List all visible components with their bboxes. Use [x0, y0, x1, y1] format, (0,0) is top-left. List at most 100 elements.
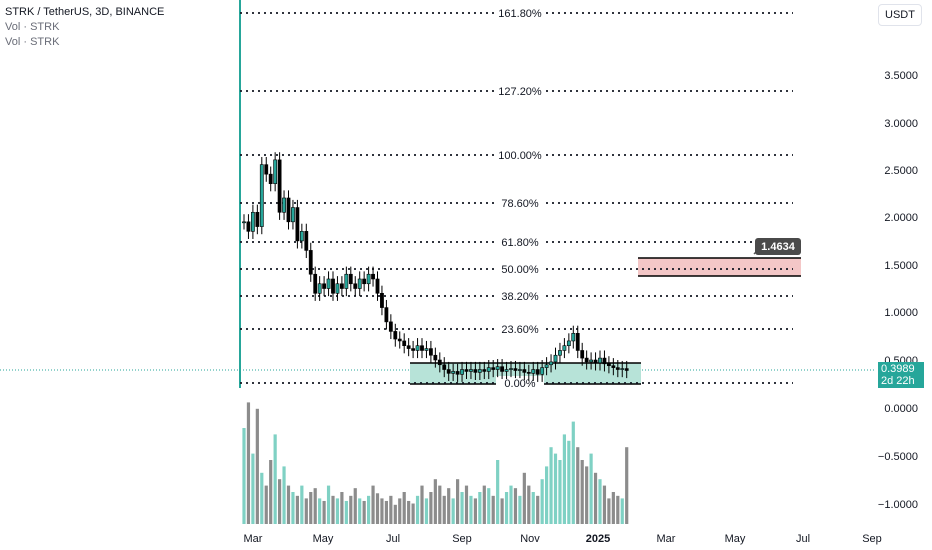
candle-body: [402, 340, 407, 347]
time-tick: Mar: [244, 533, 263, 545]
fib-label: 23.60%: [501, 324, 539, 336]
time-tick: Sep: [862, 533, 882, 545]
candle-body: [486, 367, 491, 372]
fib-label-bg: [496, 289, 544, 303]
candle-body: [282, 197, 286, 213]
symbol-title[interactable]: STRK / TetherUS, 3D, BINANCE: [5, 6, 165, 18]
volume-bar: [415, 495, 420, 524]
candle-body: [464, 369, 469, 372]
volume-bar: [442, 495, 446, 524]
candle-body: [451, 371, 456, 374]
volume-bar: [242, 428, 246, 524]
volume-bar: [402, 492, 406, 524]
candle-body: [295, 207, 300, 242]
candle-body: [549, 361, 553, 366]
volume-bar: [269, 460, 273, 524]
bar-countdown: 2d 22h: [881, 375, 915, 387]
candle-body: [291, 207, 295, 223]
candle-body: [299, 231, 304, 242]
fib-label-bg: [496, 376, 544, 390]
volume-bar: [407, 500, 411, 524]
candle-body: [598, 357, 602, 364]
volume-bar: [509, 485, 513, 524]
candle-body: [566, 340, 571, 347]
time-tick: May: [725, 533, 746, 545]
candle-body: [477, 369, 482, 373]
volume-bar: [318, 498, 322, 524]
candle-body: [526, 372, 531, 374]
support-zone: [410, 363, 641, 384]
volume-bar: [438, 485, 442, 524]
candle-body: [380, 292, 384, 308]
volume-bar: [585, 466, 589, 524]
candle-body: [242, 221, 246, 224]
candle-body: [255, 211, 260, 227]
candle-body: [580, 350, 585, 359]
candle-body: [415, 345, 420, 351]
candle-body: [540, 367, 545, 375]
candle-body: [473, 369, 478, 373]
fib-label-bg: [496, 148, 544, 162]
fib-label: 38.20%: [501, 291, 539, 303]
volume-bar: [500, 498, 504, 524]
volume-bar: [331, 495, 335, 524]
volume-bar: [536, 495, 540, 524]
fib-label-bg: [496, 322, 544, 336]
volume-bar: [295, 495, 299, 524]
candle-body: [624, 368, 629, 371]
volume-bar: [335, 498, 340, 524]
volume-bar: [255, 408, 259, 524]
volume-bar: [264, 485, 268, 524]
candle-body: [411, 348, 416, 351]
volume-bar: [304, 498, 308, 524]
candle-body: [460, 369, 464, 375]
volume-bar: [540, 479, 544, 524]
price-tick: 3.0000: [884, 118, 918, 130]
candle-body: [366, 273, 371, 285]
fib-label-bg: [496, 262, 544, 276]
candle-body: [362, 278, 367, 285]
volume-bar: [567, 440, 571, 524]
candle-body: [558, 350, 562, 356]
candle-body: [437, 359, 442, 366]
volume-bar: [571, 421, 575, 524]
volume-tick: 0.0000: [884, 403, 918, 415]
candle-body: [357, 278, 362, 289]
volume-indicator-label-2[interactable]: Vol · STRK: [5, 36, 60, 48]
volume-bar: [522, 472, 526, 524]
volume-bar: [580, 460, 584, 524]
volume-bar: [491, 495, 495, 524]
volume-bar: [300, 485, 304, 524]
volume-bar: [611, 492, 615, 524]
volume-bar: [607, 498, 611, 524]
volume-bar: [260, 472, 264, 524]
candle-body: [442, 364, 447, 370]
volume-bar: [420, 485, 424, 524]
volume-bar: [620, 498, 624, 524]
candle-body: [522, 369, 527, 373]
volume-bar: [429, 492, 433, 524]
volume-indicator-label[interactable]: Vol · STRK: [5, 21, 60, 33]
volume-bar: [322, 500, 326, 524]
fib-label: 0.00%: [504, 378, 535, 390]
candle-body: [277, 159, 282, 213]
candle-body: [393, 331, 398, 340]
volume-bar: [616, 495, 620, 524]
time-tick: Jul: [386, 533, 400, 545]
volume-bar: [344, 500, 348, 524]
volume-bar: [424, 498, 429, 524]
candle-body: [535, 369, 540, 375]
currency-button[interactable]: USDT: [878, 4, 922, 26]
candle-body: [348, 273, 353, 285]
volume-bar: [384, 500, 388, 524]
volume-bar: [251, 453, 255, 524]
candle-body: [264, 164, 269, 175]
time-tick: 2025: [586, 533, 610, 545]
volume-bar: [393, 504, 397, 524]
fib-label-bg: [496, 84, 544, 98]
price-tick: 1.5000: [884, 260, 918, 272]
volume-bar: [469, 495, 473, 524]
volume-bar: [513, 488, 518, 524]
candle-body: [513, 368, 518, 371]
